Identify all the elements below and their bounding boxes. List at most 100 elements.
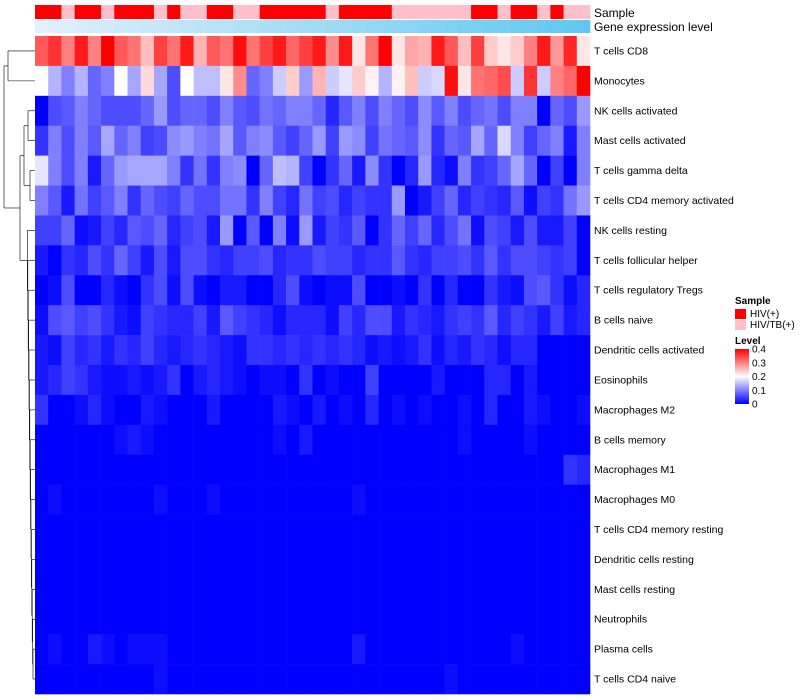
row-label: Macrophages M2 <box>594 404 675 416</box>
heatmap-cell <box>510 215 525 246</box>
row-label: T cells regulatory Tregs <box>594 285 703 297</box>
heatmap-cell <box>127 65 142 97</box>
heatmap-cell <box>523 275 538 306</box>
heatmap-cell <box>61 125 75 156</box>
heatmap-cell <box>180 305 194 336</box>
heatmap-cell <box>471 514 485 545</box>
heatmap-cell <box>510 454 525 485</box>
heatmap-cell <box>153 245 168 276</box>
heatmap-cell <box>101 185 115 216</box>
heatmap-cell <box>87 335 102 366</box>
heatmap-cell <box>299 394 313 426</box>
heatmap-cell <box>444 634 459 665</box>
heatmap-cell <box>87 484 102 515</box>
sample-annotation-label: Sample <box>594 6 635 20</box>
sample-annotation-cell <box>61 5 75 19</box>
heatmap-cell <box>48 544 62 575</box>
sample-annotation-cell <box>220 5 234 19</box>
row-label: T cells CD4 memory activated <box>594 195 734 207</box>
sample-annotation-cell <box>299 5 313 19</box>
heatmap-cell <box>114 365 128 396</box>
heatmap-cell <box>272 275 287 306</box>
heatmap-cell <box>233 365 247 396</box>
heatmap-cell <box>114 514 128 545</box>
heatmap-cell <box>352 95 366 127</box>
heatmap-cell <box>140 394 155 426</box>
heatmap-cell <box>61 215 75 246</box>
heatmap-cell <box>101 574 115 605</box>
heatmap-cell <box>193 394 208 426</box>
heatmap-cell <box>537 365 551 396</box>
heatmap-cell <box>457 394 472 426</box>
heatmap-cell <box>246 335 260 366</box>
heatmap-cell <box>444 305 459 336</box>
heatmap-cell <box>206 424 221 456</box>
legend-swatch <box>735 309 746 319</box>
heatmap-cell <box>220 424 234 456</box>
heatmap-cell <box>114 95 128 127</box>
heatmap-cell <box>101 365 115 396</box>
heatmap-cell <box>299 484 313 515</box>
expression-annotation-cell <box>101 20 115 33</box>
heatmap-cell <box>418 275 432 306</box>
heatmap-cell <box>352 185 366 216</box>
heatmap-cell <box>193 155 208 186</box>
heatmap-cell <box>167 215 181 246</box>
row-label: Macrophages M1 <box>594 464 675 476</box>
sample-annotation-cell <box>193 5 208 19</box>
heatmap-cell <box>312 484 327 515</box>
heatmap-cell <box>418 365 432 396</box>
heatmap-cell <box>405 574 419 605</box>
heatmap-cell <box>286 275 300 306</box>
expression-annotation-cell <box>233 20 247 33</box>
heatmap-cell <box>140 125 155 156</box>
heatmap-cell <box>259 574 274 605</box>
heatmap-cell <box>48 574 62 605</box>
heatmap-cell <box>153 305 168 336</box>
heatmap-cell <box>523 604 538 635</box>
heatmap-cell <box>576 185 591 216</box>
heatmap-cell <box>180 125 194 156</box>
heatmap-cell <box>325 484 340 515</box>
heatmap-cell <box>510 185 525 216</box>
heatmap-cell <box>61 245 75 276</box>
sample-annotation-cell <box>510 5 525 19</box>
heatmap-cell <box>87 125 102 156</box>
heatmap-cell <box>140 544 155 575</box>
heatmap-cell <box>206 65 221 97</box>
legend-level-tick: 0.2 <box>752 372 766 383</box>
heatmap-cell <box>35 65 49 97</box>
heatmap-cell <box>497 365 512 396</box>
heatmap-cell <box>352 65 366 97</box>
heatmap-cell <box>246 604 260 635</box>
heatmap-cell <box>497 604 512 635</box>
heatmap-cell <box>352 484 366 515</box>
sample-annotation-cell <box>312 5 327 19</box>
heatmap-cell <box>87 514 102 545</box>
heatmap-cell <box>484 65 498 97</box>
heatmap-cell <box>576 36 591 67</box>
expression-annotation-cell <box>48 20 62 33</box>
heatmap-cell <box>312 305 327 336</box>
heatmap-cell <box>365 634 379 665</box>
heatmap-cell <box>153 424 168 456</box>
heatmap-cell <box>325 514 340 545</box>
row-label: Plasma cells <box>594 644 653 656</box>
heatmap-cell <box>61 664 75 695</box>
heatmap-cell <box>101 245 115 276</box>
heatmap-cell <box>35 574 49 605</box>
heatmap-cell <box>35 484 49 515</box>
heatmap-cell <box>61 544 75 575</box>
heatmap-cell <box>48 394 62 426</box>
heatmap-cell <box>444 604 459 635</box>
heatmap-cell <box>206 394 221 426</box>
heatmap-cell <box>87 365 102 396</box>
heatmap-cell <box>259 514 274 545</box>
heatmap-cell <box>272 514 287 545</box>
heatmap-cell <box>563 634 578 665</box>
heatmap-cell <box>484 215 498 246</box>
expression-annotation-cell <box>87 20 102 33</box>
heatmap-cell <box>259 335 274 366</box>
heatmap-cell <box>299 65 313 97</box>
heatmap-cell <box>405 185 419 216</box>
